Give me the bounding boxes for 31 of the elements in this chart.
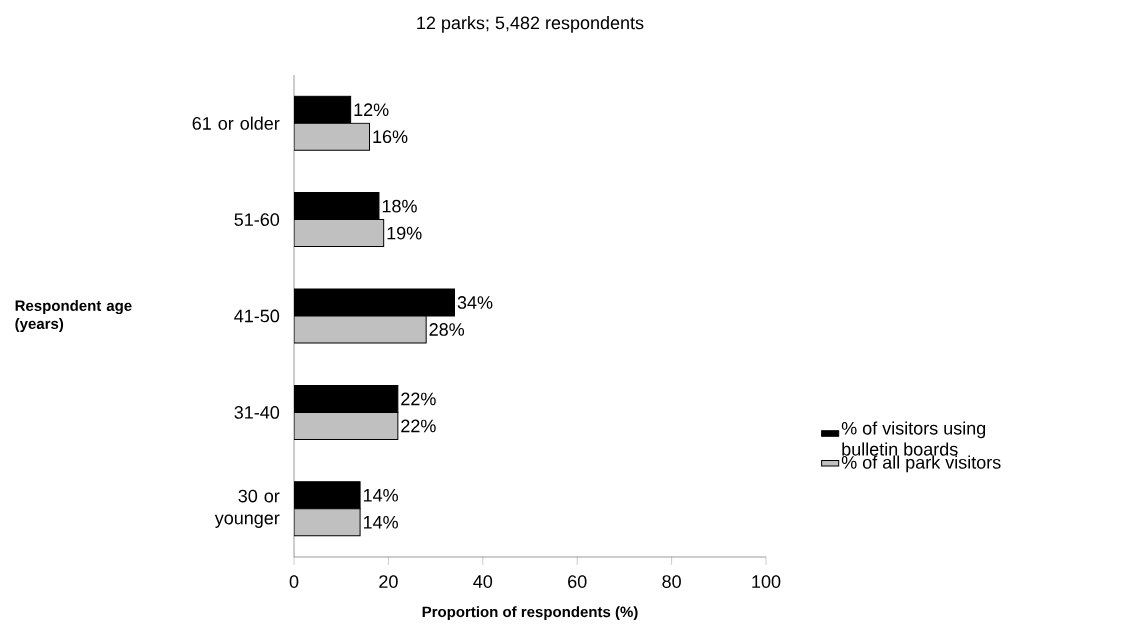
data-label: 18% [382,199,417,213]
chart-title: 12 parks; 5,482 respondents [417,15,644,33]
bar [294,508,361,537]
legend-label: % of all park visitors [841,455,1001,473]
data-label: 16% [373,130,408,144]
x-tick-label: 20 [379,575,398,588]
data-label: 22% [401,392,436,406]
x-tick-label: 0 [289,575,299,588]
y-tick-label: 61 or older [192,116,280,130]
y-tick-label: 41-50 [234,309,280,323]
x-axis-title: Proportion of respondents (%) [422,606,638,621]
y-tick-label: 30 or younger [214,489,280,528]
x-tick-label: 60 [568,575,587,588]
data-label: 14% [363,515,398,529]
x-tick-label: 100 [752,575,781,588]
bar [294,411,399,440]
data-label: 14% [363,488,398,502]
data-label: 34% [457,296,493,309]
y-tick-label: 31-40 [234,405,280,419]
x-tick-label: 80 [662,575,681,588]
y-tick-label: 51-60 [234,213,280,226]
x-tick-label: 40 [473,575,493,588]
data-label: 19% [387,226,422,240]
bar [294,122,371,151]
data-label: 28% [429,323,465,336]
bar [294,219,385,248]
data-label: 22% [401,419,436,433]
y-axis-title: Respondent age (years) [15,299,132,332]
bar [294,315,427,344]
data-label: 12% [354,103,389,116]
legend-label: % of visitors using bulletin boards [841,421,986,456]
